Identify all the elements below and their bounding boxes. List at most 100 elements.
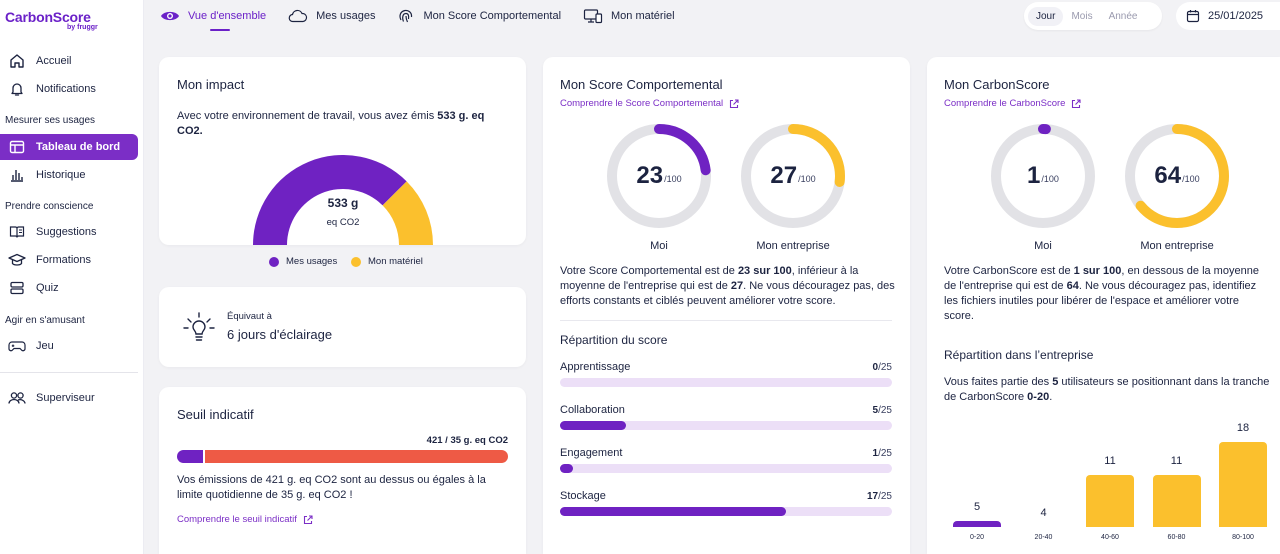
sidebar-item-label: Formations — [36, 254, 92, 266]
tab-vue-ensemble[interactable]: Vue d'ensemble — [160, 1, 266, 31]
carbonscore-donut-me: 1/100 — [990, 123, 1096, 229]
breakdown-value: 1/25 — [872, 448, 892, 459]
sidebar-item-label: Suggestions — [36, 226, 97, 238]
behavior-company-label: Mon entreprise — [756, 240, 830, 252]
sidebar-item-quiz[interactable]: Quiz — [0, 275, 138, 301]
behavior-donut-me: 23/100 — [606, 123, 712, 229]
behavior-separator — [560, 320, 892, 321]
brand-logo[interactable]: CarbonScore by fruggr — [5, 9, 98, 31]
sidebar-item-superviseur[interactable]: Superviseur — [0, 385, 138, 411]
behavior-title: Mon Score Comportemental — [560, 77, 723, 92]
behavior-description: Votre Score Comportemental est de 23 sur… — [560, 265, 895, 307]
sidebar-item-label: Historique — [36, 169, 86, 181]
tab-label: Vue d'ensemble — [188, 10, 267, 22]
sidebar-item-historique[interactable]: Historique — [0, 162, 138, 188]
behavior-company-den: /100 — [798, 174, 816, 184]
date-value: 25/01/2025 — [1208, 10, 1264, 22]
period-year[interactable]: Année — [1108, 10, 1138, 22]
fingerprint-icon — [397, 8, 415, 24]
equivalent-label: Équivaut à — [227, 311, 272, 322]
users-icon — [8, 389, 26, 407]
impact-gauge — [253, 155, 433, 245]
carbonscore-me-label: Moi — [1034, 240, 1052, 252]
period-day[interactable]: Jour — [1028, 6, 1064, 26]
breakdown-title: Répartition du score — [560, 333, 668, 347]
legend-materiel: Mon matériel — [351, 256, 423, 267]
breakdown-label: Stockage — [560, 490, 606, 502]
threshold-link[interactable]: Comprendre le seuil indicatif — [177, 514, 313, 525]
breakdown-value: 0/25 — [872, 362, 892, 373]
carbonscore-donut-company: 64/100 — [1124, 123, 1230, 229]
sidebar-item-accueil[interactable]: Accueil — [0, 48, 138, 74]
cloud-icon — [288, 9, 308, 23]
distribution-value: 4 — [1040, 507, 1047, 519]
carbonscore-title: Mon CarbonScore — [944, 77, 1050, 92]
breakdown-fill-collaboration — [560, 421, 627, 430]
sidebar-divider — [0, 372, 138, 373]
carbonscore-company-den: /100 — [1182, 174, 1200, 184]
carbonscore-company-label: Mon entreprise — [1140, 240, 1214, 252]
threshold-bar-excess — [205, 450, 508, 463]
breakdown-label: Collaboration — [560, 404, 625, 416]
devices-icon — [583, 8, 603, 24]
behavior-donut-me-arc — [607, 124, 711, 228]
sidebar-item-label: Accueil — [36, 55, 72, 67]
tab-mon-materiel[interactable]: Mon matériel — [583, 1, 675, 31]
distribution-category: 60-80 — [1167, 534, 1186, 541]
sidebar: CarbonScore by fruggr Accueil Notificati… — [0, 0, 144, 554]
threshold-value: 421 / 35 g. eq CO2 — [426, 435, 508, 446]
legend-dot-purple — [269, 256, 279, 267]
behavior-company-score: 27 — [770, 162, 798, 189]
breakdown-label: Engagement — [560, 447, 623, 459]
breakdown-value: 17/25 — [866, 491, 892, 502]
carbonscore-card: Mon CarbonScore Comprendre le CarbonScor… — [927, 57, 1280, 554]
tab-label: Mes usages — [316, 10, 376, 22]
legend-usages: Mes usages — [269, 256, 337, 267]
impact-card: Mon impact Avec votre environnement de t… — [159, 57, 526, 245]
sidebar-item-notifications[interactable]: Notifications — [0, 76, 138, 102]
sidebar-item-label: Notifications — [36, 83, 96, 95]
gamepad-icon — [8, 337, 26, 355]
period-month[interactable]: Mois — [1071, 10, 1093, 22]
sidebar-item-tableau-de-bord[interactable]: Tableau de bord — [0, 134, 138, 160]
tab-score-comportemental[interactable]: Mon Score Comportemental — [397, 1, 561, 31]
lightbulb-icon — [181, 310, 217, 351]
threshold-bar — [177, 450, 508, 463]
period-selector: Jour Mois Année — [1024, 2, 1162, 30]
graduation-cap-icon — [8, 251, 26, 269]
tab-label: Mon Score Comportemental — [423, 10, 562, 22]
sidebar-item-jeu[interactable]: Jeu — [0, 333, 138, 359]
tab-mes-usages[interactable]: Mes usages — [288, 1, 375, 31]
behavior-link[interactable]: Comprendre le Score Comportemental — [560, 98, 739, 109]
carbonscore-donut-company-arc — [1125, 124, 1229, 228]
breakdown-track — [560, 464, 892, 473]
distribution-bar — [1152, 475, 1201, 527]
breakdown-value: 5/25 — [872, 405, 892, 416]
date-picker[interactable]: 25/01/2025 — [1176, 2, 1280, 30]
breakdown-fill-engagement — [560, 464, 574, 473]
section-measure: Mesurer ses usages — [5, 115, 96, 126]
carbonscore-link[interactable]: Comprendre le CarbonScore — [944, 98, 1082, 109]
distribution-category: 40-60 — [1101, 534, 1119, 541]
impact-text: Avec votre environnement de travail, vou… — [177, 110, 485, 137]
external-link-icon — [303, 514, 313, 524]
bar-chart-icon — [8, 166, 26, 184]
sidebar-item-formations[interactable]: Formations — [0, 247, 138, 273]
gauge-usages-segment — [253, 155, 407, 245]
sidebar-item-label: Jeu — [36, 340, 54, 352]
brand-name: CarbonScore — [5, 9, 91, 25]
sidebar-item-suggestions[interactable]: Suggestions — [0, 219, 138, 245]
breakdown-fill-stockage — [560, 507, 786, 516]
behavior-donut-company-arc — [741, 124, 845, 228]
equivalent-card: Équivaut à 6 jours d'éclairage — [159, 287, 526, 367]
distribution-value: 11 — [1104, 455, 1116, 468]
behavior-me-den: /100 — [664, 174, 682, 184]
distribution-chart: 5 0-20 4 20-40 11 40-60 11 60-80 18 80-100 — [927, 57, 1280, 554]
carbonscore-me-score: 1 — [1027, 162, 1041, 189]
active-tab-indicator — [210, 29, 230, 31]
distribution-value: 18 — [1236, 422, 1250, 434]
gauge-unit: eq CO2 — [326, 217, 360, 228]
distribution-bar — [953, 521, 1001, 527]
equivalent-value: 6 jours d'éclairage — [227, 327, 333, 342]
carbonscore-description: Votre CarbonScore est de 1 sur 100, en d… — [944, 265, 1259, 322]
